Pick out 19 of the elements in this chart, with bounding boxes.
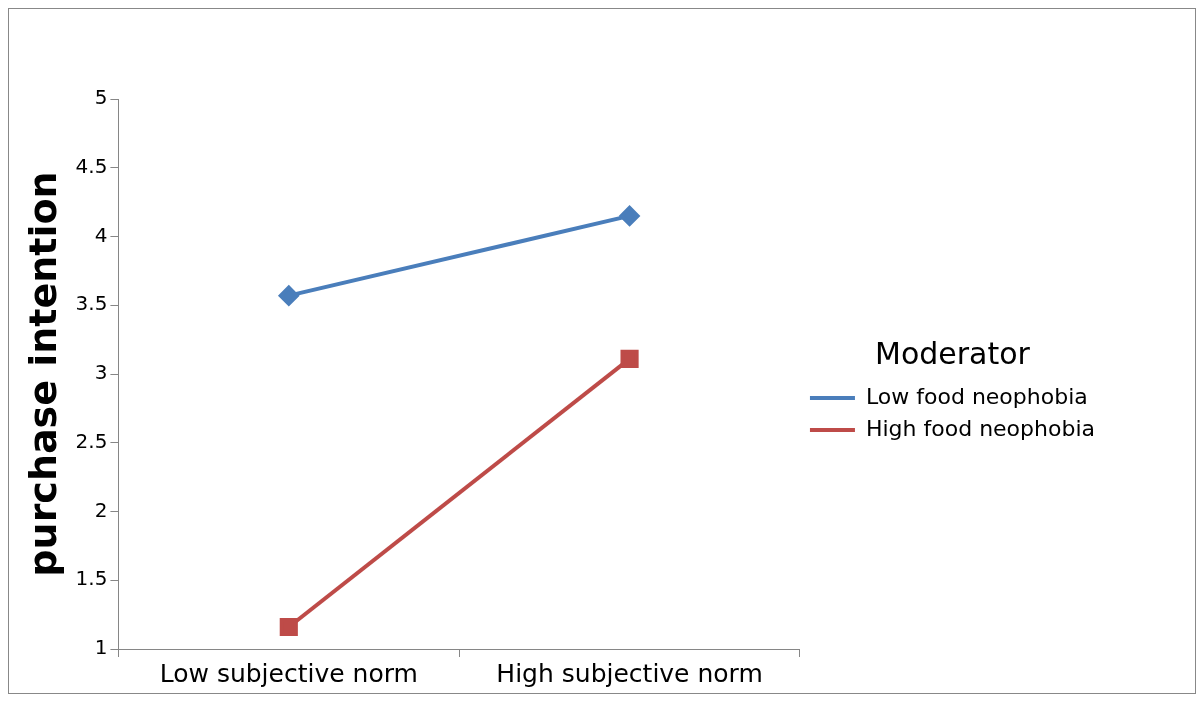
y-tick-label: 2.5 xyxy=(75,428,108,453)
y-tick-label: 1 xyxy=(94,635,108,660)
legend-title: Moderator xyxy=(875,335,1031,371)
point xyxy=(278,285,299,306)
point xyxy=(279,617,298,637)
y-tick-label: 4.5 xyxy=(75,153,108,178)
legend-label: Low food neophobia xyxy=(865,383,1088,409)
y-tick-label: 4 xyxy=(94,222,108,247)
y-axis-title: purchase intention xyxy=(20,171,65,577)
legend-label: High food neophobia xyxy=(865,415,1095,441)
y-tick-label: 2 xyxy=(94,497,108,522)
x-tick-label: Low subjective norm xyxy=(159,658,418,688)
y-tick-label: 5 xyxy=(94,85,108,110)
y-tick-label: 3.5 xyxy=(75,291,108,316)
x-tick-label: High subjective norm xyxy=(496,658,763,688)
point xyxy=(620,349,639,368)
y-tick-label: 1.5 xyxy=(75,566,108,591)
y-tick-label: 3 xyxy=(94,360,108,385)
point xyxy=(619,205,640,226)
